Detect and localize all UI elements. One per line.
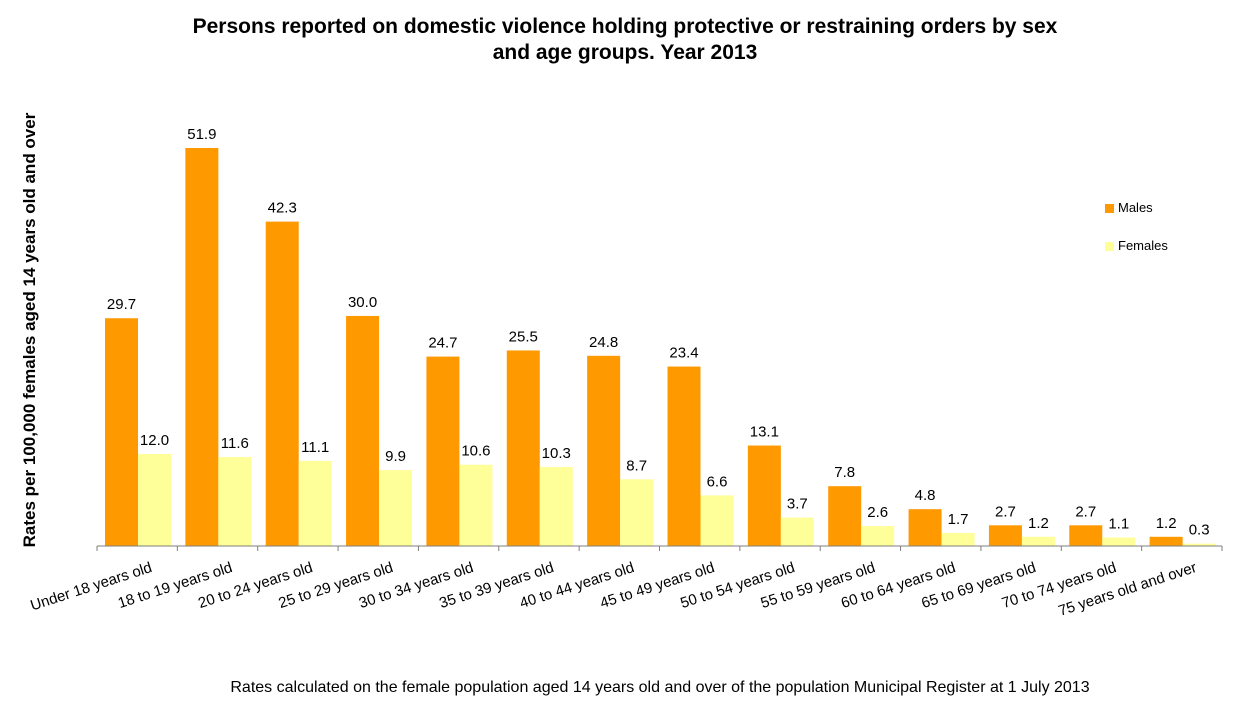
bar-females	[1102, 537, 1136, 546]
x-axis-label: Rates calculated on the female populatio…	[230, 679, 1090, 696]
bar-males	[1149, 536, 1183, 546]
bar-females	[379, 470, 413, 546]
value-label-males: 2.7	[1075, 503, 1096, 520]
bar-males	[908, 509, 942, 546]
bar-females	[459, 464, 493, 546]
legend-swatch-females	[1105, 242, 1114, 252]
legend-label-males: Males	[1118, 200, 1153, 215]
bar-females	[620, 479, 654, 546]
value-label-females: 9.9	[385, 448, 406, 465]
value-label-females: 11.1	[301, 439, 329, 456]
value-label-males: 29.7	[107, 296, 136, 313]
value-labels-group: 29.7 12.0 51.9 11.6 42.3 11.1 30.0 9.9 24.7 10.6 2…	[107, 126, 1210, 539]
value-label-females: 3.7	[787, 496, 808, 513]
value-label-males: 2.7	[995, 503, 1016, 520]
bar-males	[506, 350, 540, 546]
bar-males	[988, 525, 1022, 546]
value-label-females: 0.3	[1189, 522, 1210, 539]
bar-males	[1069, 525, 1103, 546]
value-label-males: 24.8	[589, 334, 618, 351]
x-axis-ticks	[96, 546, 1223, 551]
value-label-females: 1.7	[948, 511, 969, 528]
bars-group	[105, 148, 1216, 546]
bar-males	[346, 315, 380, 546]
chart-title: Persons reported on domestic violence ho…	[60, 14, 1190, 66]
bar-females	[138, 453, 171, 546]
bar-females	[941, 532, 975, 546]
bar-males	[587, 355, 621, 546]
value-label-males: 25.5	[509, 328, 538, 345]
bar-females	[780, 517, 814, 546]
bar-males	[828, 486, 862, 546]
value-label-males: 13.1	[750, 424, 779, 441]
chart-title-line-1: Persons reported on domestic violence ho…	[192, 15, 1058, 38]
category-label: 75 years old and over	[1056, 559, 1198, 620]
value-label-females: 6.6	[707, 473, 728, 490]
bar-females	[861, 526, 895, 546]
bar-females	[1021, 536, 1055, 546]
bar-males	[265, 221, 299, 546]
bar-males	[667, 366, 701, 546]
value-label-females: 2.6	[867, 504, 888, 521]
value-label-males: 24.7	[428, 335, 457, 352]
value-label-males: 1.2	[1156, 515, 1177, 532]
bar-females	[298, 460, 332, 546]
bar-males	[747, 445, 781, 546]
bar-males	[426, 356, 460, 546]
value-label-females: 1.2	[1028, 515, 1049, 532]
value-label-males: 4.8	[915, 487, 936, 504]
value-label-females: 11.6	[221, 435, 249, 452]
bar-males	[105, 318, 138, 546]
value-label-females: 8.7	[626, 457, 647, 474]
bar-females	[1182, 543, 1216, 546]
value-label-females: 10.3	[542, 445, 571, 462]
legend-item-males: Males	[1105, 200, 1153, 216]
value-label-males: 42.3	[268, 200, 297, 217]
bar-females	[539, 467, 573, 546]
value-label-females: 1.1	[1108, 516, 1129, 533]
value-label-females: 12.0	[140, 432, 169, 449]
value-label-males: 30.0	[348, 294, 377, 311]
legend-swatch-males	[1105, 204, 1114, 214]
value-label-males: 23.4	[669, 345, 698, 362]
legend-label-females: Females	[1118, 238, 1168, 253]
legend-item-females: Females	[1105, 238, 1168, 254]
bar-females	[700, 495, 734, 546]
bar-females	[218, 457, 252, 546]
value-label-males: 7.8	[834, 464, 855, 481]
value-label-females: 10.6	[461, 443, 490, 460]
value-label-males: 51.9	[187, 126, 216, 143]
chart-title-line-2: and age groups. Year 2013	[492, 41, 758, 64]
bar-males	[185, 148, 219, 546]
